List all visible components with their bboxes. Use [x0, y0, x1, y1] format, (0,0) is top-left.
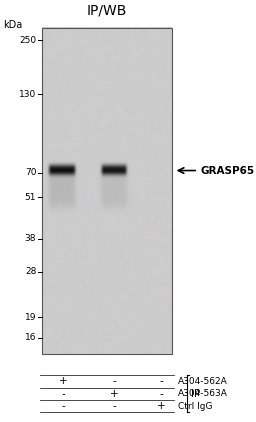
- Text: 51: 51: [25, 193, 36, 202]
- Text: A304-562A: A304-562A: [178, 377, 228, 386]
- Text: 250: 250: [19, 36, 36, 45]
- Bar: [42, 28, 172, 354]
- Text: -: -: [112, 401, 116, 411]
- Text: -: -: [61, 401, 65, 411]
- Text: 130: 130: [19, 89, 36, 99]
- Text: GRASP65: GRASP65: [200, 165, 254, 176]
- Text: +: +: [59, 376, 67, 387]
- Text: 16: 16: [25, 333, 36, 342]
- Text: +: +: [157, 401, 166, 411]
- Text: 38: 38: [25, 234, 36, 243]
- Text: -: -: [159, 389, 163, 399]
- Text: -: -: [61, 389, 65, 399]
- Text: kDa: kDa: [3, 20, 23, 30]
- Text: 70: 70: [25, 168, 36, 177]
- Text: 28: 28: [25, 267, 36, 276]
- Text: Ctrl IgG: Ctrl IgG: [178, 402, 212, 411]
- Text: IP/WB: IP/WB: [87, 4, 127, 18]
- Text: +: +: [110, 389, 119, 399]
- Text: IP: IP: [191, 389, 200, 399]
- Text: A304-563A: A304-563A: [178, 389, 228, 398]
- Text: 19: 19: [25, 313, 36, 322]
- Text: -: -: [159, 376, 163, 387]
- Text: -: -: [112, 376, 116, 387]
